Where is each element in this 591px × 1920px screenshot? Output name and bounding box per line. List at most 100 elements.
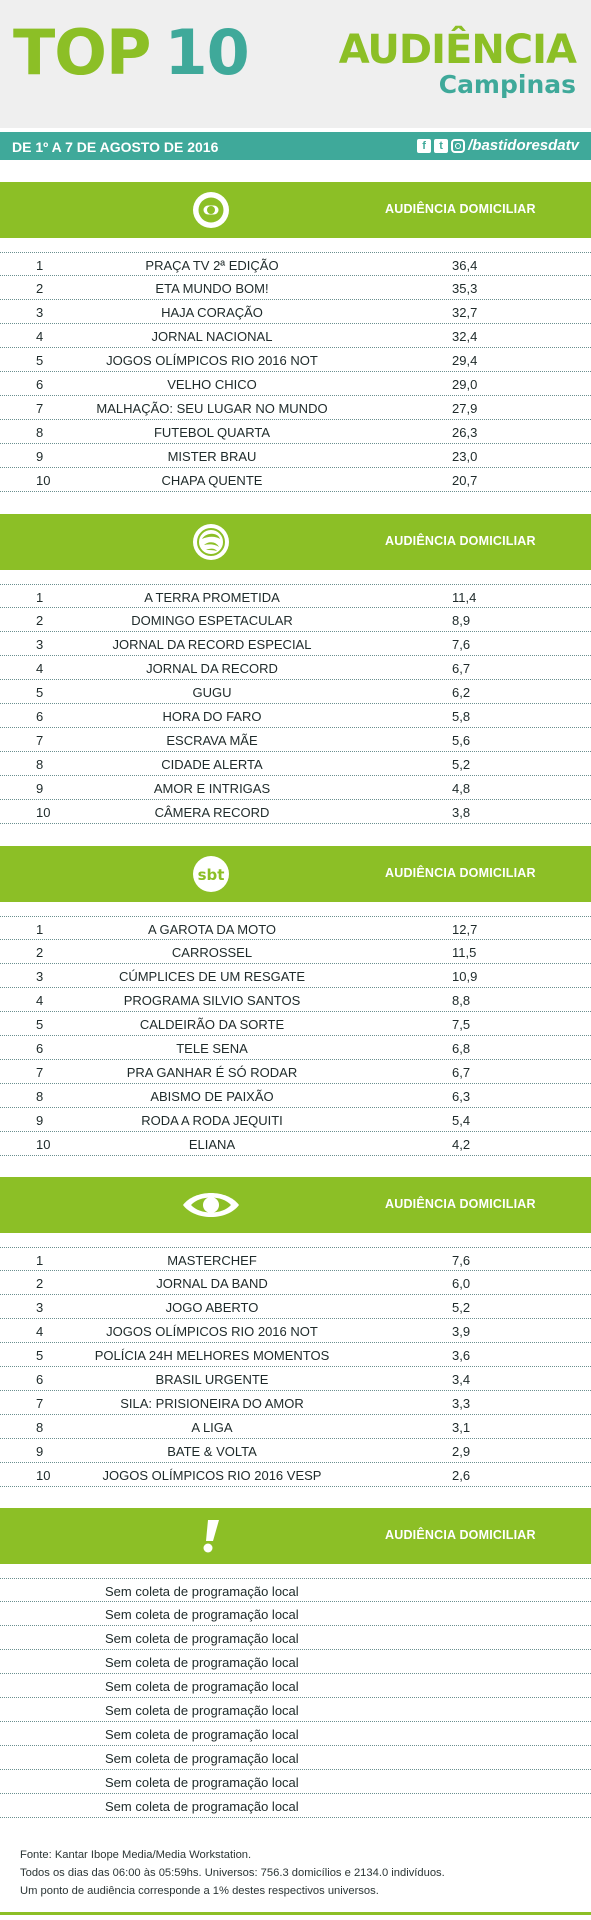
rank-cell: 5 [36,353,44,368]
rating-cell: 5,2 [452,1300,471,1315]
program-cell: CÚMPLICES DE UM RESGATE [118,969,306,984]
table-row: 8 A LIGA 3,1 [0,1415,591,1439]
rating-cell: 8,9 [452,613,471,628]
table-row: 4 JOGOS OLÍMPICOS RIO 2016 NOT 3,9 [0,1319,591,1343]
program-cell: JOGO ABERTO [165,1300,259,1315]
table-row: Sem coleta de programação local [0,1674,591,1698]
table-row: 2 JORNAL DA BAND 6,0 [0,1271,591,1295]
program-cell: JOGOS OLÍMPICOS RIO 2016 NOT [106,1324,318,1339]
rank-cell: 7 [36,401,44,416]
rating-cell: 3,9 [452,1324,471,1339]
rank-cell: 1 [36,1253,44,1268]
social-handle-text[interactable]: /bastidoresdatv [468,137,579,154]
table-row: 6 TELE SENA 6,8 [0,1036,591,1060]
rank-cell: 6 [36,1372,44,1387]
social-handles[interactable]: f t /bastidoresdatv [417,137,579,154]
program-cell: ETA MUNDO BOM! [155,281,269,296]
program-cell: CIDADE ALERTA [161,757,263,772]
no-data-text: Sem coleta de programação local [105,1703,299,1718]
program-cell: VELHO CHICO [167,377,257,392]
section-label: AUDIÊNCIA DOMICILIAR [385,534,536,548]
rank-cell: 10 [36,1468,51,1483]
table-row: Sem coleta de programação local [0,1698,591,1722]
rank-cell: 8 [36,1420,44,1435]
rating-cell: 29,4 [452,353,478,368]
table-row: Sem coleta de programação local [0,1746,591,1770]
table-row: 3 JOGO ABERTO 5,2 [0,1295,591,1319]
table-row: 1 A GAROTA DA MOTO 12,7 [0,916,591,940]
rank-cell: 5 [36,685,44,700]
rank-cell: 1 [36,258,44,273]
program-cell: A GAROTA DA MOTO [147,922,277,937]
rating-cell: 5,8 [452,709,471,724]
instagram-icon[interactable] [451,138,466,153]
table-row: 7 ESCRAVA MÃE 5,6 [0,728,591,752]
program-cell: JOGOS OLÍMPICOS RIO 2016 NOT [106,353,318,368]
redetv-logo-icon [203,1520,219,1553]
rating-cell: 6,8 [452,1041,471,1056]
date-bar: DE 1º A 7 DE AGOSTO DE 2016 f t /bastido… [0,132,591,160]
table-row: 7 SILA: PRISIONEIRA DO AMOR 3,3 [0,1391,591,1415]
rating-cell: 27,9 [452,401,478,416]
program-cell: PROGRAMA SILVIO SANTOS [123,993,301,1008]
program-cell: MASTERCHEF [167,1253,257,1268]
rating-cell: 6,7 [452,661,471,676]
table-row: 10 JOGOS OLÍMPICOS RIO 2016 VESP 2,6 [0,1463,591,1487]
rank-cell: 9 [36,1444,44,1459]
table-row: 6 HORA DO FARO 5,8 [0,704,591,728]
table-row: 5 POLÍCIA 24H MELHORES MOMENTOS 3,6 [0,1343,591,1367]
sbt-logo-icon: sbt [193,856,229,892]
ranking-list: 1 PRAÇA TV 2ª EDIÇÃO 36,4 2 ETA MUNDO BOM! 35… [0,252,591,492]
brand-title: AUDIÊNCIA Campinas [339,30,577,97]
table-row: 5 GUGU 6,2 [0,680,591,704]
table-row: 5 JOGOS OLÍMPICOS RIO 2016 NOT 29,4 [0,348,591,372]
program-cell: TELE SENA [176,1041,248,1056]
no-data-text: Sem coleta de programação local [105,1679,299,1694]
program-cell: MALHAÇÃO: SEU LUGAR NO MUNDO [96,401,328,416]
table-row: 9 AMOR E INTRIGAS 4,8 [0,776,591,800]
footer-source: Fonte: Kantar Ibope Media/Media Workstat… [20,1849,252,1861]
program-cell: ELIANA [188,1137,236,1152]
nodata-list: Sem coleta de programação local Sem colet… [0,1578,591,1818]
program-cell: JOGOS OLÍMPICOS RIO 2016 VESP [102,1468,322,1483]
table-row: 1 MASTERCHEF 7,6 [0,1247,591,1271]
facebook-icon[interactable]: f [417,138,432,153]
title-number: 10 [164,16,249,89]
rank-cell: 3 [36,1300,44,1315]
section-band: sbt AUDIÊNCIA DOMICILIAR [0,846,591,902]
program-cell: JORNAL DA BAND [156,1276,268,1291]
ranking-list: 1 A TERRA PROMETIDA 11,4 2 DOMINGO ESPETACUL… [0,584,591,824]
program-cell: GUGU [192,685,232,700]
table-row: 10 CHAPA QUENTE 20,7 [0,468,591,492]
program-cell: BRASIL URGENTE [155,1372,269,1387]
ranking-list: 1 MASTERCHEF 7,6 2 JORNAL DA BAND 6,0 3 JOGO AB… [0,1247,591,1487]
rank-cell: 8 [36,425,44,440]
header: TOP 10 AUDIÊNCIA Campinas [0,0,591,128]
table-row: 5 CALDEIRÃO DA SORTE 7,5 [0,1012,591,1036]
rank-cell: 3 [36,969,44,984]
rating-cell: 3,8 [452,805,471,820]
rating-cell: 35,3 [452,281,478,296]
section-band: AUDIÊNCIA DOMICILIAR [0,1508,591,1564]
section-band: AUDIÊNCIA DOMICILIAR [0,1177,591,1233]
program-cell: ABISMO DE PAIXÃO [150,1089,274,1104]
rating-cell: 6,0 [452,1276,471,1291]
globo-logo-icon [193,192,229,228]
program-cell: A LIGA [191,1420,233,1435]
twitter-icon[interactable]: t [434,138,449,153]
footer-rating-note: Um ponto de audiência corresponde a 1% d… [20,1885,379,1897]
section-label: AUDIÊNCIA DOMICILIAR [385,1197,536,1211]
table-row: Sem coleta de programação local [0,1650,591,1674]
program-cell: SILA: PRISIONEIRA DO AMOR [120,1396,304,1411]
table-row: 10 ELIANA 4,2 [0,1132,591,1156]
no-data-text: Sem coleta de programação local [105,1775,299,1790]
footer-divider [0,1912,591,1915]
rank-cell: 2 [36,1276,44,1291]
rating-cell: 32,4 [452,329,478,344]
program-cell: HAJA CORAÇÃO [161,305,263,320]
rating-cell: 3,3 [452,1396,471,1411]
rating-cell: 5,4 [452,1113,471,1128]
rank-cell: 4 [36,329,44,344]
rank-cell: 10 [36,805,51,820]
rating-cell: 32,7 [452,305,478,320]
